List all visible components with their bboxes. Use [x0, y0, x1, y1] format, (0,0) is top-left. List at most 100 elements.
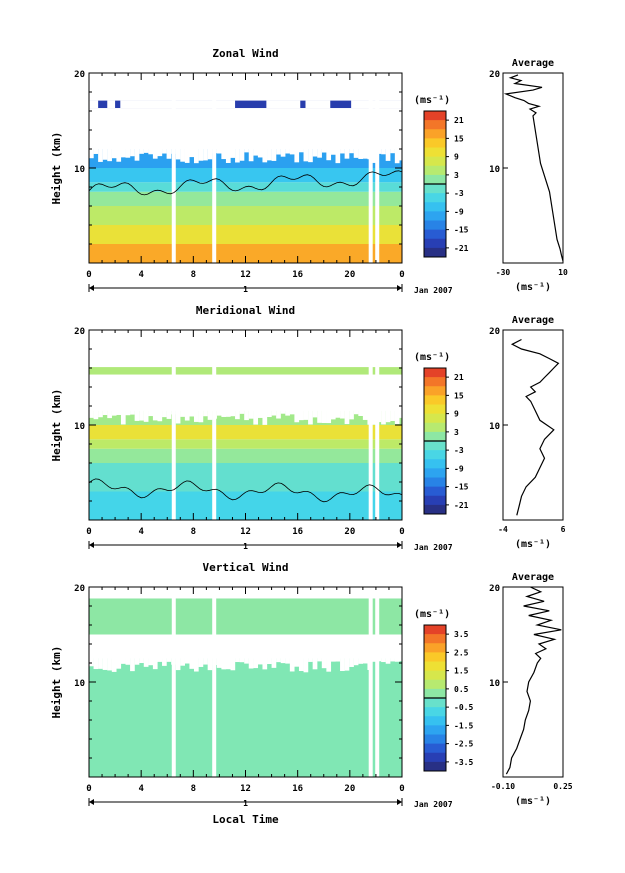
heatmap-edge [280, 146, 286, 157]
date-bar-arrow [397, 285, 402, 291]
colorbar-tick-label: 1.5 [454, 667, 469, 676]
colorbar-segment [424, 495, 446, 506]
colorbar-segment [424, 634, 446, 644]
profile-y-tick-label: 10 [489, 422, 500, 432]
profile-title: Average [512, 572, 554, 583]
heatmap-edge [340, 407, 345, 419]
date-bar-arrow [89, 285, 94, 291]
colorbar-segment [424, 193, 446, 203]
month-label: Jan 2007 [414, 543, 453, 552]
colorbar-tick-label: 3 [454, 171, 459, 180]
y-tick-label: 20 [74, 70, 85, 80]
heatmap-mask [89, 100, 99, 109]
heatmap-edge [216, 146, 222, 154]
heatmap-edge [193, 407, 199, 422]
colorbar-segment [424, 716, 446, 726]
profile-x-tick-label: -4 [498, 525, 508, 534]
heatmap-edge [139, 407, 144, 421]
heatmap-edge [399, 146, 402, 161]
heatmap-edge [372, 655, 377, 662]
heatmap-edge [267, 146, 272, 161]
panel-title: Meridional Wind [196, 304, 295, 317]
heatmap-edge [180, 655, 185, 666]
heatmap-edge [143, 146, 149, 153]
heatmap-edge [107, 407, 112, 419]
profile-frame [502, 586, 564, 778]
heatmap-edge [381, 146, 386, 155]
heatmap-edge [221, 146, 227, 160]
heatmap-edge [93, 655, 99, 670]
heatmap-edge [312, 146, 318, 157]
y-axis-label: Height (km) [50, 646, 63, 719]
x-tick-label: 0 [86, 527, 91, 537]
heatmap-edge [230, 655, 236, 671]
heatmap-edge [248, 407, 254, 419]
colorbar-segment [424, 625, 446, 635]
heatmap-edge [157, 146, 163, 157]
colorbar-segment [424, 459, 446, 469]
heatmap-edge [139, 655, 144, 664]
x-tick-label: 12 [240, 270, 251, 280]
heatmap-edge [248, 655, 254, 669]
heatmap-edge [321, 146, 327, 153]
colorbar-tick-label: -3.5 [454, 758, 473, 767]
y-tick-label: 10 [74, 422, 85, 432]
heatmap-edge [203, 655, 208, 665]
y-tick-label: 20 [74, 327, 85, 337]
heatmap-edge [116, 655, 122, 669]
heatmap-edge [381, 407, 386, 425]
heatmap-edge [230, 407, 236, 417]
heatmap-edge [335, 146, 341, 164]
heatmap-band [89, 191, 402, 206]
heatmap-edge [326, 407, 332, 424]
heatmap-edge [353, 655, 359, 666]
heatmap-edge [308, 655, 313, 662]
heatmap-edge [298, 146, 304, 153]
profile-line [503, 74, 564, 262]
date-bar-arrow [397, 799, 402, 805]
colorbar-unit: (ms⁻¹) [414, 95, 450, 106]
heatmap-edge [394, 655, 400, 662]
colorbar-segment [424, 247, 446, 258]
heatmap-edge [280, 655, 286, 664]
x-tick-label: 0 [399, 784, 404, 794]
data-gap [375, 587, 380, 777]
heatmap-edge [257, 146, 263, 158]
colorbar-tick-label: 21 [454, 373, 464, 382]
data-gap [368, 587, 373, 777]
heatmap-edge [390, 146, 395, 154]
heatmap-edge [184, 655, 190, 664]
heatmap-edge [203, 146, 208, 161]
heatmap-edge [390, 655, 395, 662]
colorbar-segment [424, 120, 446, 130]
heatmap-edge [285, 146, 290, 154]
colorbar-segment [424, 129, 446, 139]
date-bar-arrow [397, 542, 402, 548]
colorbar-segment [424, 450, 446, 460]
heatmap-edge [321, 407, 327, 423]
heatmap-edge [148, 146, 154, 155]
heatmap-edge [89, 146, 94, 159]
heatmap-edge [125, 407, 131, 416]
x-tick-label: 12 [240, 527, 251, 537]
profile-frame [502, 329, 564, 521]
colorbar-tick-label: 3 [454, 428, 459, 437]
profile-x-tick-label: 0.25 [553, 782, 572, 791]
heatmap-edge [276, 655, 281, 663]
colorbar-segment [424, 386, 446, 396]
colorbar-segment [424, 734, 446, 745]
colorbar-segment [424, 404, 446, 415]
data-gap [368, 73, 373, 263]
heatmap-edge [175, 407, 181, 424]
colorbar-segment [424, 220, 446, 231]
heatmap-edge [253, 407, 259, 425]
heatmap-edge [362, 655, 368, 664]
heatmap-mask [120, 100, 236, 109]
colorbar-segment [424, 661, 446, 672]
colorbar-tick-label: 2.5 [454, 648, 469, 657]
colorbar-segment [424, 184, 446, 194]
heatmap [89, 587, 402, 777]
heatmap-band [89, 448, 402, 463]
data-gap [171, 587, 176, 777]
